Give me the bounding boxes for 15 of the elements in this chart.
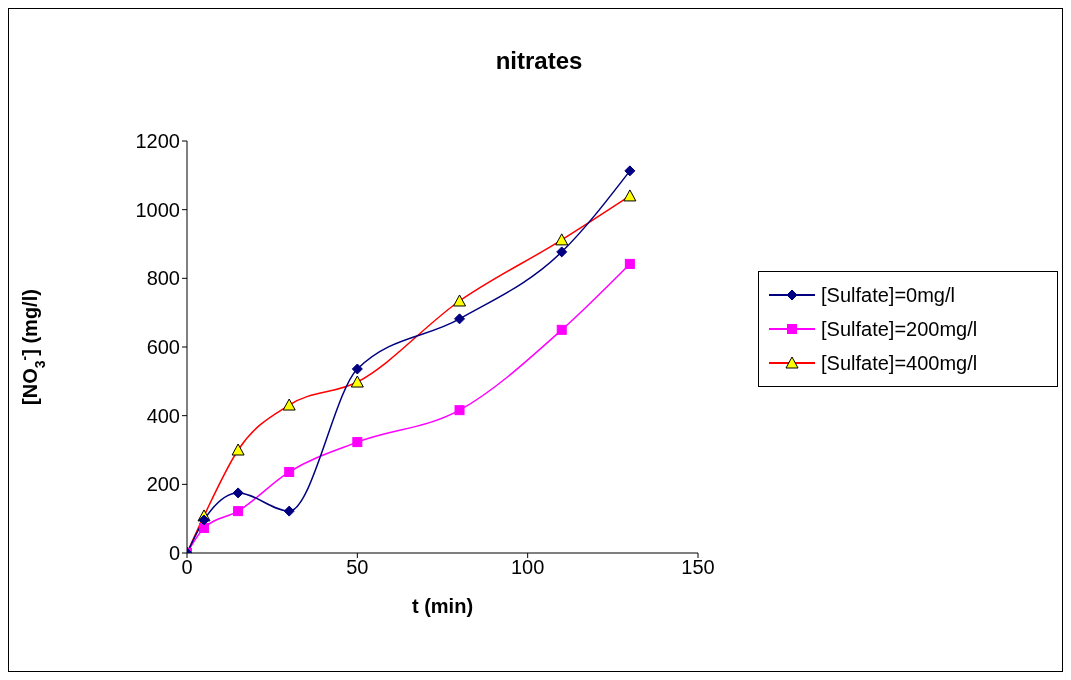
legend-label: [Sulfate]=200mg/l — [821, 317, 978, 341]
x-axis-title: t (min) — [411, 595, 474, 617]
y-tick-label: 400 — [146, 404, 180, 427]
y-tick-label: 600 — [146, 336, 180, 359]
x-tick-label: 150 — [681, 556, 715, 579]
chart-title: nitrates — [494, 47, 584, 75]
y-tick-label: 0 — [168, 542, 180, 565]
legend-label: [Sulfate]=0mg/l — [821, 283, 955, 307]
y-tick-label: 1200 — [135, 130, 180, 153]
x-tick-label: 100 — [510, 556, 545, 579]
legend-label: [Sulfate]=400mg/l — [821, 351, 978, 375]
y-tick-label: 200 — [146, 473, 180, 496]
x-tick-label: 50 — [346, 556, 369, 579]
y-tick-label: 800 — [146, 267, 180, 290]
y-tick-label: 1000 — [135, 198, 180, 221]
